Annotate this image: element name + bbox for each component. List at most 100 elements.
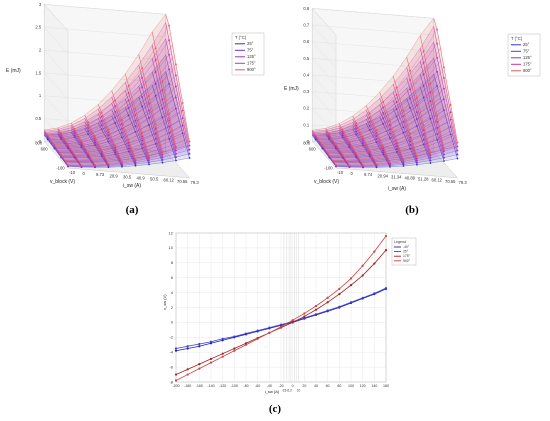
surface-line	[64, 139, 187, 163]
surface-patch	[352, 110, 390, 165]
surface-line	[165, 14, 190, 142]
data-point	[94, 164, 96, 166]
surface-line	[138, 54, 163, 153]
data-point	[422, 73, 425, 76]
surface-line	[165, 22, 190, 146]
surface-patch	[44, 131, 82, 167]
z-tick-label: 0	[307, 139, 310, 144]
surface-line	[57, 127, 82, 166]
data-point	[395, 86, 398, 89]
x-tick-label: 140	[371, 384, 377, 388]
data-point	[87, 152, 90, 154]
data-point	[409, 106, 411, 109]
data-point	[375, 129, 378, 131]
data-point	[67, 164, 69, 167]
data-point	[134, 163, 137, 166]
legend-label: 125°	[247, 54, 256, 59]
surface-patch	[352, 105, 390, 165]
legend-box	[507, 33, 541, 77]
data-point	[161, 98, 164, 101]
legend-label: 75°	[523, 49, 530, 54]
surface-patch	[57, 123, 95, 166]
data-point	[100, 124, 103, 126]
y-tick-label: -100	[56, 165, 65, 170]
data-point	[141, 131, 144, 134]
data-point	[341, 128, 344, 131]
surface-line	[67, 141, 190, 166]
z-gridline	[311, 74, 434, 102]
data-point	[127, 147, 130, 150]
surface-line	[47, 25, 170, 136]
x-tick-label: 80	[337, 384, 341, 388]
data-point	[221, 337, 224, 340]
data-point	[314, 134, 317, 137]
data-point	[168, 125, 171, 128]
surface-line	[97, 104, 123, 163]
data-point	[389, 124, 391, 127]
surface-patch	[352, 114, 390, 166]
surface-line	[325, 85, 448, 151]
data-point	[402, 115, 405, 118]
surface-patch	[406, 48, 444, 156]
surface-line	[315, 43, 438, 137]
data-point	[127, 92, 130, 95]
surface-line	[325, 131, 350, 167]
data-point	[429, 154, 432, 157]
data-point	[188, 148, 191, 151]
data-point	[154, 83, 157, 85]
surface-patch	[366, 116, 404, 167]
data-point	[127, 84, 130, 87]
surface-line	[54, 75, 177, 147]
panel-c: -200 -180 -160 -140 -120 -100 -80 -60 -40 -20 0 20 4…	[162, 230, 417, 415]
surface-patch	[325, 128, 363, 167]
surface-patch	[138, 58, 176, 158]
legend-label: 175°	[403, 254, 411, 258]
surface-patch	[98, 90, 136, 163]
data-point	[181, 102, 184, 104]
panel-a-axes-frame	[43, 3, 190, 179]
caption-b: (b)	[405, 204, 419, 216]
data-point	[456, 145, 459, 148]
data-point	[209, 361, 213, 364]
x-tick-label: 160	[383, 384, 389, 388]
x-tick-label: 60.12	[164, 178, 175, 183]
panel-c-legend: Legend-40°25°175°900°	[391, 237, 417, 266]
data-point	[326, 301, 329, 304]
z-tick-label: 0.7	[303, 23, 309, 28]
surface-line	[335, 158, 458, 168]
data-point	[256, 337, 259, 340]
data-point	[416, 161, 418, 164]
caption-c: (c)	[269, 403, 282, 415]
data-point	[409, 143, 412, 146]
panel-b-y-label: v_block (V)	[314, 179, 339, 185]
surface-line	[352, 115, 377, 165]
surface-patch	[98, 96, 136, 164]
surface-line	[124, 73, 150, 157]
surface-line	[322, 77, 445, 147]
data-point	[279, 323, 283, 326]
data-point	[127, 107, 130, 109]
z-tick-label: 1.5	[35, 70, 41, 75]
surface-line	[325, 94, 448, 152]
data-point	[198, 345, 201, 348]
data-point	[341, 130, 344, 133]
x-tick-label: 30.5	[123, 174, 132, 179]
surface-patch	[406, 61, 444, 158]
data-point	[429, 117, 432, 120]
data-point	[291, 319, 294, 322]
data-point	[148, 109, 150, 112]
x-tick-label: -100	[231, 384, 238, 388]
data-point	[422, 50, 425, 53]
surface-line	[392, 92, 418, 161]
surface-line	[57, 83, 180, 151]
y-tick-label: 800	[35, 140, 43, 145]
surface-patch	[393, 57, 431, 157]
data-point	[168, 68, 171, 71]
data-point	[181, 117, 184, 120]
data-point	[416, 159, 418, 162]
data-point	[107, 163, 110, 165]
z-gridline	[311, 41, 434, 69]
data-point	[422, 129, 425, 132]
panel-c-grid	[175, 232, 387, 383]
